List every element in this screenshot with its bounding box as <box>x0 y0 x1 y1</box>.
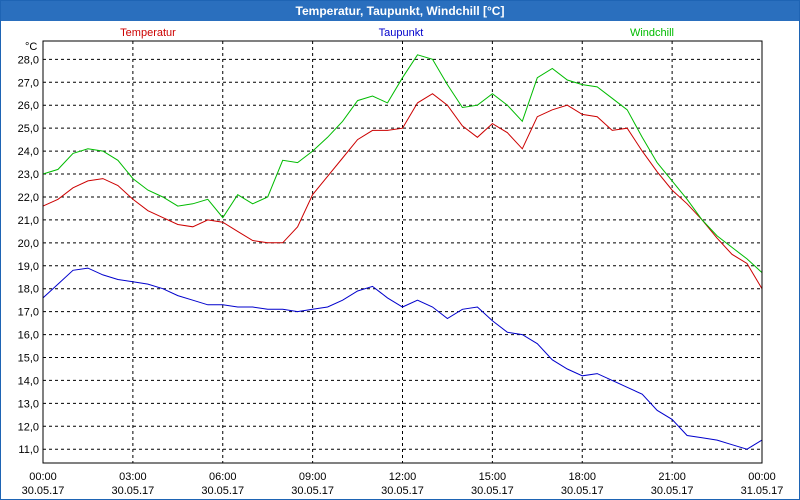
y-tick-label: 16,0 <box>18 330 39 342</box>
x-tick-date: 30.05.17 <box>561 485 604 497</box>
y-tick-label: 27,0 <box>18 77 39 89</box>
x-tick-date: 30.05.17 <box>22 485 65 497</box>
plot-area-border <box>42 40 763 464</box>
x-tick-time: 21:00 <box>658 471 686 483</box>
x-tick-time: 03:00 <box>119 471 147 483</box>
x-tick-time: 12:00 <box>389 471 417 483</box>
y-tick-label: 26,0 <box>18 100 39 112</box>
x-tick-time: 15:00 <box>479 471 507 483</box>
y-tick-label: 15,0 <box>18 353 39 365</box>
legend-windchill: Windchill <box>630 27 674 39</box>
legend-taupunkt: Taupunkt <box>379 27 424 39</box>
x-tick-time: 18:00 <box>568 471 596 483</box>
y-tick-label: 11,0 <box>18 444 39 456</box>
y-axis-ticks: 28,0 27,0 26,0 25,0 24,0 23,0 22,0 21,0 20,0 19,0… <box>18 54 39 456</box>
line-chart: °C Temperatur Taupunkt Windchill 28,0 27,… <box>18 27 784 497</box>
y-tick-label: 23,0 <box>18 169 39 181</box>
y-tick-label: 18,0 <box>18 284 39 296</box>
y-tick-label: 12,0 <box>18 421 39 433</box>
x-tick-date: 30.05.17 <box>291 485 334 497</box>
x-tick-time: 00:00 <box>748 471 776 483</box>
y-tick-label: 19,0 <box>18 261 39 273</box>
x-tick-date: 30.05.17 <box>381 485 424 497</box>
y-axis-unit-label: °C <box>25 41 37 53</box>
y-tick-label: 20,0 <box>18 238 39 250</box>
x-tick-time: 09:00 <box>299 471 327 483</box>
x-tick-date: 31.05.17 <box>741 485 784 497</box>
x-tick-date: 30.05.17 <box>201 485 244 497</box>
series-group <box>42 54 763 450</box>
y-tick-label: 22,0 <box>18 192 39 204</box>
legend-temperatur: Temperatur <box>120 27 176 39</box>
y-tick-label: 17,0 <box>18 307 39 319</box>
series-line-temperatur <box>42 93 763 289</box>
y-tick-label: 13,0 <box>18 398 39 410</box>
x-tick-date: 30.05.17 <box>471 485 514 497</box>
series-line-taupunkt <box>42 267 763 450</box>
series-line-windchill <box>42 54 763 273</box>
chart-title: Temperatur, Taupunkt, Windchill [°C] <box>1 1 799 21</box>
y-tick-label: 28,0 <box>18 54 39 66</box>
x-tick-time: 00:00 <box>29 471 57 483</box>
grid-lines <box>43 41 762 463</box>
y-tick-label: 24,0 <box>18 146 39 158</box>
y-tick-label: 25,0 <box>18 123 39 135</box>
y-tick-label: 14,0 <box>18 375 39 387</box>
x-axis-ticks: 00:00 30.05.17 03:00 30.05.17 06:00 30.05.17 0… <box>22 471 784 497</box>
x-tick-date: 30.05.17 <box>651 485 694 497</box>
x-tick-date: 30.05.17 <box>111 485 154 497</box>
x-tick-time: 06:00 <box>209 471 237 483</box>
y-tick-label: 21,0 <box>18 215 39 227</box>
